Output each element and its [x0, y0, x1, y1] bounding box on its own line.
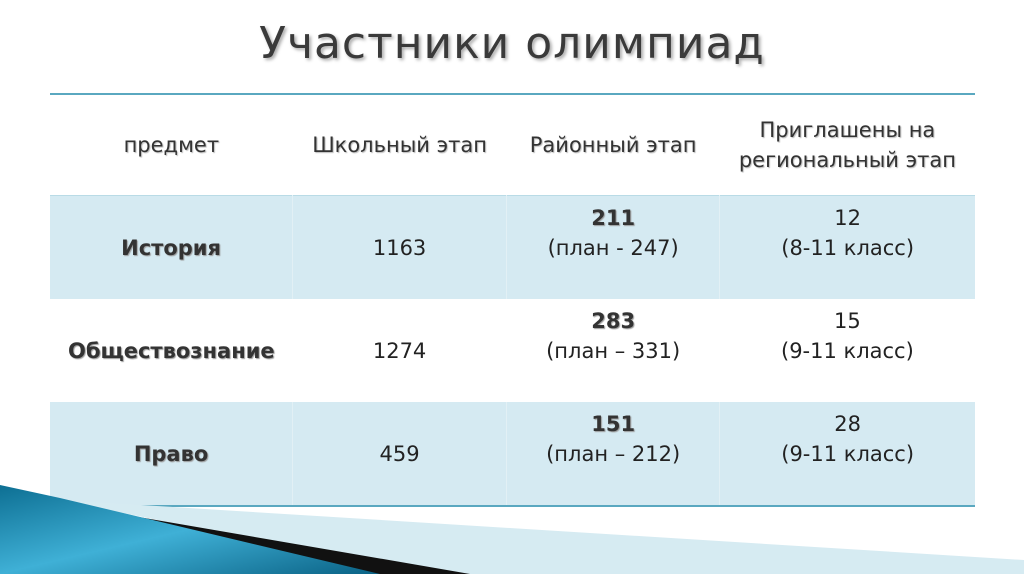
wave-blue-shape: [0, 485, 380, 574]
district-plan: (план – 212): [546, 441, 681, 466]
table-row: История 1163 211 (план - 247) 12 (8-11 кла…: [50, 195, 975, 299]
regional-classes: (9-11 класс): [781, 441, 915, 466]
regional-cell: 12 (8-11 класс): [719, 195, 975, 299]
regional-classes: (8-11 класс): [781, 235, 915, 260]
table-header-row: предмет Школьный этап Районный этап Приг…: [50, 94, 975, 196]
wave-black-stripe: [40, 500, 470, 574]
wave-light-stripe: [60, 500, 1024, 574]
olympiad-table: предмет Школьный этап Районный этап Приг…: [50, 93, 975, 507]
district-cell: 151 (план – 212): [505, 402, 720, 506]
district-plan: (план - 247): [547, 235, 679, 260]
regional-cell: 15 (9-11 класс): [720, 299, 975, 402]
regional-cell: 28 (9-11 класс): [719, 402, 975, 506]
school-cell: 459: [292, 402, 507, 506]
regional-count: 12: [834, 205, 862, 230]
table-row: Право 459 151 (план – 212) 28 (9-11 класс): [50, 402, 975, 506]
slide-title: Участники олимпиад: [259, 18, 765, 69]
district-plan: (план – 331): [546, 338, 681, 363]
regional-classes: (9-11 класс): [781, 338, 914, 363]
district-cell: 211 (план - 247): [505, 195, 720, 299]
header-subject: предмет: [123, 133, 220, 157]
district-cell: 283 (план – 331): [506, 299, 719, 402]
district-count: 151: [591, 411, 636, 436]
district-count: 283: [591, 308, 636, 333]
regional-count: 15: [834, 308, 861, 333]
subject-cell: История: [50, 195, 293, 299]
school-cell: 1163: [292, 195, 507, 299]
header-school: Школьный этап: [312, 133, 487, 157]
subject-cell: Право: [50, 402, 293, 506]
header-regional: Приглашены на региональный этап: [738, 118, 956, 172]
table-row: Обществознание 1274 283 (план – 331) 15 (9…: [50, 299, 975, 402]
district-count: 211: [591, 205, 636, 230]
regional-count: 28: [834, 411, 862, 436]
header-district: Районный этап: [529, 133, 697, 157]
subject-cell: Обществознание: [68, 338, 275, 363]
school-cell: 1274: [372, 338, 427, 363]
